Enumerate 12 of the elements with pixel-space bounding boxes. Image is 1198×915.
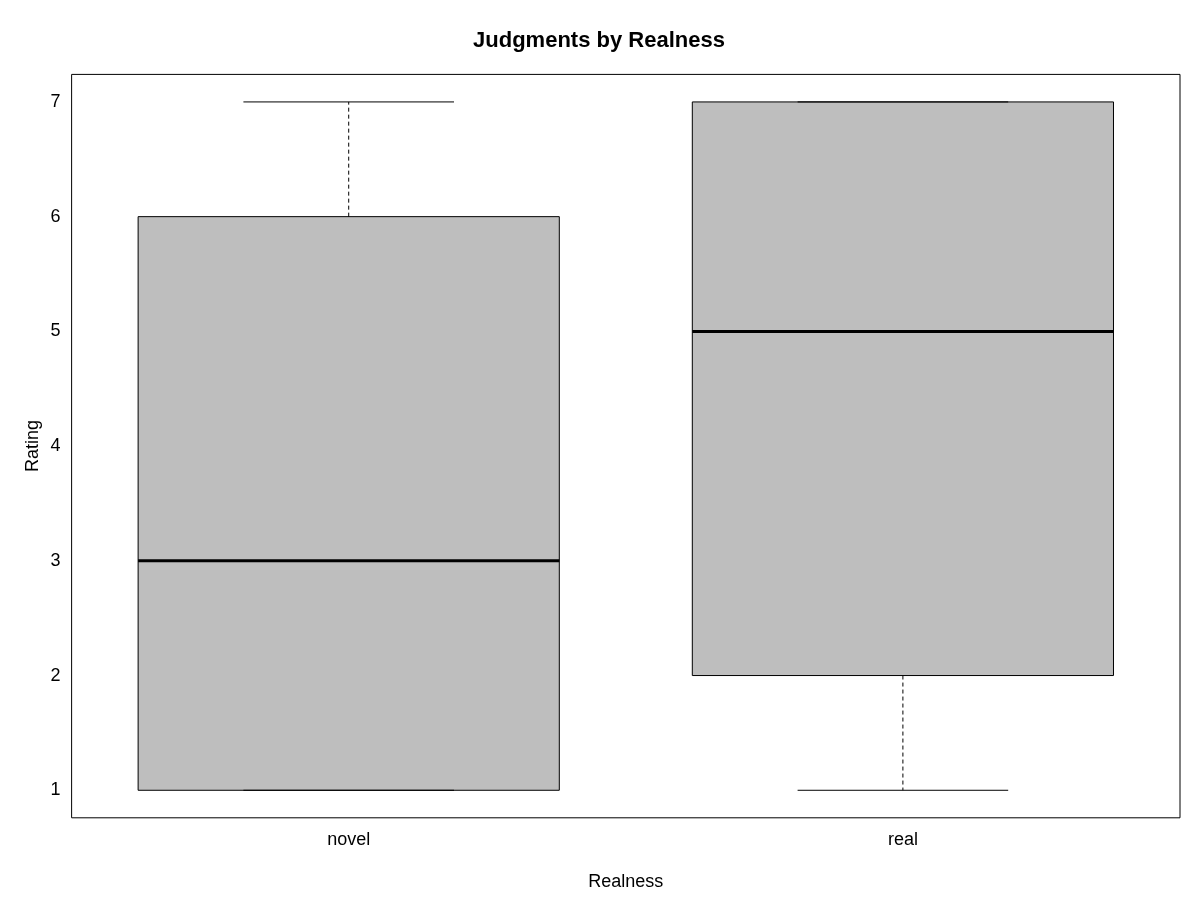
chart-title: Judgments by Realness [473, 27, 725, 53]
x-tick-label: real [887, 828, 918, 849]
y-tick-label: 3 [50, 549, 61, 570]
y-tick-label: 2 [50, 664, 61, 685]
y-tick-label: 7 [50, 90, 61, 111]
y-tick-label: 1 [50, 779, 61, 800]
x-tick-label: novel [327, 828, 371, 849]
y-axis-title: Rating [21, 420, 42, 473]
y-tick-label: 6 [50, 205, 61, 226]
x-axis-title: Realness [588, 871, 664, 892]
y-tick-label: 4 [50, 435, 61, 456]
y-tick-label: 5 [50, 320, 61, 341]
